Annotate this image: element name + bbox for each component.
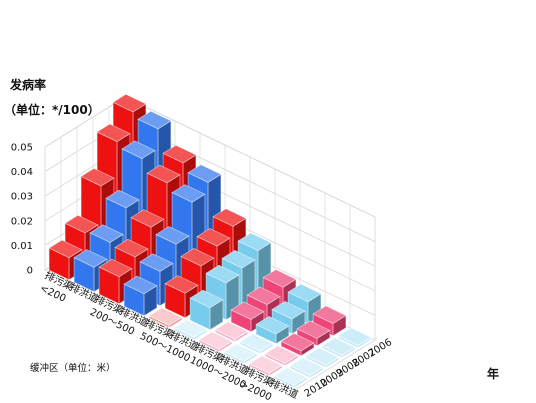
bar-top	[337, 327, 372, 346]
y-axis-ticks: 0 0.01 0.02 0.03 0.04 0.05	[11, 143, 33, 277]
bar-2009-8	[264, 345, 299, 367]
chart-title: 发病率	[9, 77, 46, 92]
bar-top	[205, 264, 240, 284]
bar-top	[173, 319, 208, 338]
bar-2008-6	[230, 301, 265, 333]
bar-top	[162, 144, 197, 164]
bar-top	[287, 283, 322, 303]
bar-top	[148, 307, 183, 326]
bar-top	[305, 347, 340, 366]
bar-2010-8	[248, 355, 283, 377]
bar-top	[121, 140, 156, 159]
bar-top	[130, 209, 165, 228]
bar-top	[155, 226, 190, 245]
bar-top	[223, 343, 258, 362]
bar-2009-5	[189, 289, 224, 331]
y-tick-label: 0.03	[11, 192, 33, 203]
bar-top	[255, 316, 290, 335]
bar-2010-9	[273, 367, 308, 389]
bar-top	[273, 367, 308, 386]
bar-top	[123, 275, 158, 295]
bar-top	[114, 238, 149, 258]
bar-top	[289, 357, 324, 376]
bar-2010-4	[148, 307, 183, 329]
bar-top	[89, 224, 124, 243]
bar-top	[296, 320, 331, 339]
bar-top	[164, 275, 199, 294]
bar-top	[139, 253, 174, 272]
bar-top	[264, 345, 299, 364]
bar-top	[262, 269, 297, 288]
bar-top	[96, 123, 131, 142]
bar-top	[137, 110, 172, 130]
bar-2010-3	[123, 275, 158, 317]
bar-top	[171, 184, 206, 203]
bar-top	[239, 333, 274, 352]
bar-top	[112, 93, 147, 113]
bar-2010-5	[173, 319, 208, 341]
bar-top	[312, 305, 347, 324]
bar-top	[214, 321, 249, 340]
bar-top	[64, 214, 99, 234]
bar-2009-6	[214, 321, 249, 343]
bar-top	[196, 228, 231, 247]
bar-2007-9	[321, 337, 356, 359]
bar-top	[105, 189, 140, 209]
x-axis-label: 缓冲区（单位：米）	[30, 362, 116, 374]
bar-top	[80, 168, 115, 187]
bar-2008-8	[280, 332, 315, 357]
bar-top	[187, 164, 222, 183]
bar-2010-6	[198, 331, 233, 353]
bar-2010-7	[223, 343, 258, 365]
depth-axis-label: 年	[487, 366, 499, 381]
bar-top	[271, 301, 306, 320]
bar-top	[180, 248, 215, 267]
bar-2006-9	[337, 327, 372, 349]
bar-top	[146, 164, 181, 184]
y-tick-label: 0.04	[11, 167, 33, 178]
bar-top	[198, 331, 233, 350]
bar-2009-4	[164, 275, 199, 319]
bar-top	[48, 239, 83, 259]
y-tick-label: 0	[27, 266, 33, 277]
y-tick-label: 0.01	[11, 241, 33, 252]
bar-2009-9	[289, 357, 324, 379]
bar-2008-9	[305, 347, 340, 369]
bars	[48, 93, 372, 389]
bar-top	[212, 208, 247, 227]
bar-top	[73, 249, 108, 268]
y-tick-label: 0.05	[11, 143, 33, 154]
bar-top	[221, 250, 256, 269]
bar-2008-7	[255, 316, 290, 345]
y-axis-label: （单位：*/100）	[4, 102, 100, 117]
bar-top	[246, 286, 281, 305]
bar-top	[230, 301, 265, 320]
y-tick-label: 0.02	[11, 216, 33, 227]
bar-2009-7	[239, 333, 274, 355]
bar-top	[98, 258, 133, 278]
bar-top	[280, 332, 315, 352]
bar-top	[189, 289, 224, 309]
bar-top	[321, 337, 356, 356]
bar-top	[248, 355, 283, 374]
bar-top	[237, 232, 272, 251]
